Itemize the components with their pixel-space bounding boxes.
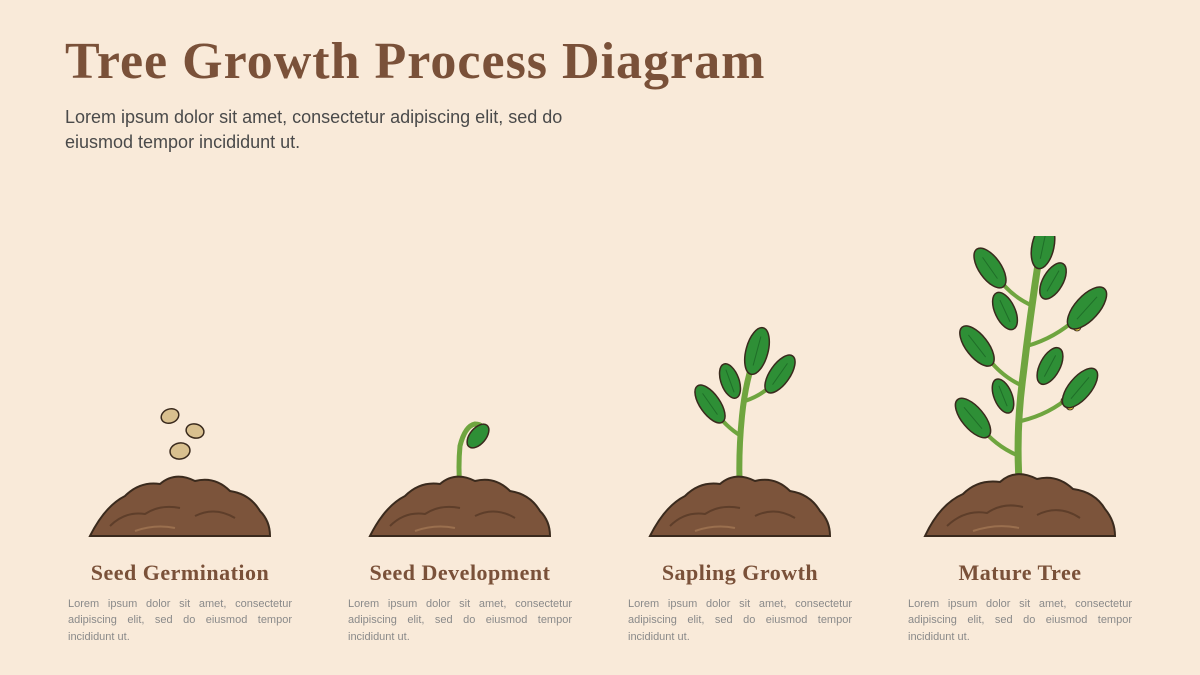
stage-desc: Lorem ipsum dolor sit amet, consectetur …	[330, 596, 590, 646]
stage-title: Sapling Growth	[662, 560, 818, 586]
seed-development-icon	[345, 236, 575, 546]
illustration-seed-germination	[65, 236, 295, 546]
mature-tree-icon	[905, 236, 1135, 546]
stage-desc: Lorem ipsum dolor sit amet, consectetur …	[50, 596, 310, 646]
stage-seed-development: Seed Development Lorem ipsum dolor sit a…	[330, 236, 590, 646]
stage-desc: Lorem ipsum dolor sit amet, consectetur …	[890, 596, 1150, 646]
stage-sapling-growth: Sapling Growth Lorem ipsum dolor sit ame…	[610, 236, 870, 646]
illustration-seed-development	[345, 236, 575, 546]
illustration-mature-tree	[905, 236, 1135, 546]
stage-title: Seed Development	[370, 560, 551, 586]
stage-title: Mature Tree	[959, 560, 1082, 586]
stage-mature-tree: Mature Tree Lorem ipsum dolor sit amet, …	[890, 236, 1150, 646]
seed-germination-icon	[65, 236, 295, 546]
page-subtitle: Lorem ipsum dolor sit amet, consectetur …	[65, 105, 625, 155]
stage-title: Seed Germination	[91, 560, 270, 586]
illustration-sapling-growth	[625, 236, 855, 546]
sapling-growth-icon	[625, 236, 855, 546]
stages-row: Seed Germination Lorem ipsum dolor sit a…	[0, 236, 1200, 646]
stage-seed-germination: Seed Germination Lorem ipsum dolor sit a…	[50, 236, 310, 646]
page-title: Tree Growth Process Diagram	[65, 32, 765, 91]
stage-desc: Lorem ipsum dolor sit amet, consectetur …	[610, 596, 870, 646]
